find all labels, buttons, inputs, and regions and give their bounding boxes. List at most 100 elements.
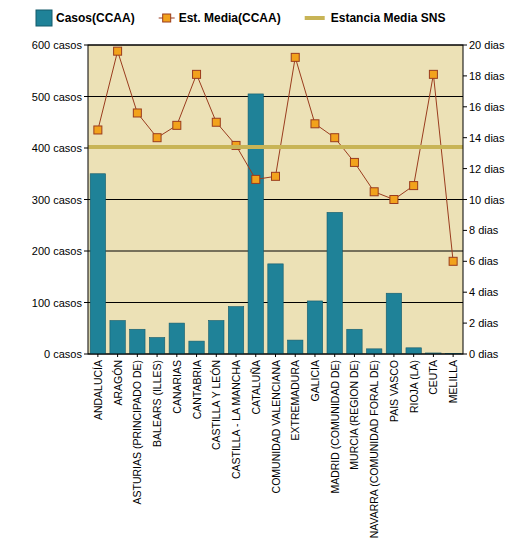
tick xyxy=(84,199,88,200)
tick xyxy=(463,292,467,293)
marker xyxy=(252,175,260,183)
tick xyxy=(463,261,467,262)
grid-line xyxy=(88,251,463,252)
bar xyxy=(189,341,204,354)
marker xyxy=(410,182,418,190)
tick xyxy=(374,354,375,357)
marker xyxy=(350,158,358,166)
y-tick-label: 100 casos xyxy=(32,297,83,309)
marker xyxy=(311,120,319,128)
marker xyxy=(153,134,161,142)
bar xyxy=(169,323,184,354)
marker xyxy=(173,121,181,129)
legend-item: Casos(CCAA) xyxy=(36,10,135,26)
marker xyxy=(331,134,339,142)
legend-swatch xyxy=(305,16,325,20)
marker xyxy=(370,188,378,196)
tick xyxy=(84,96,88,97)
x-tick-label: ARAGÓN xyxy=(112,360,124,406)
bar xyxy=(347,329,362,354)
plot-area xyxy=(88,45,463,354)
tick xyxy=(393,354,394,357)
marker xyxy=(272,172,280,180)
y-tick-label: 500 casos xyxy=(32,91,83,103)
x-tick-label: RIOJA (LA) xyxy=(408,360,420,413)
tick xyxy=(453,354,454,357)
x-tick-label: COMUNIDAD VALENCIANA xyxy=(270,360,282,493)
x-tick-label: NAVARRA (COMUNIDAD FORAL DE) xyxy=(368,360,380,538)
tick xyxy=(236,354,237,357)
bar xyxy=(366,349,381,354)
x-tick-label: ANDALUCÍA xyxy=(92,360,104,420)
y2-tick-label: 6 dias xyxy=(469,255,499,267)
y2-tick-label: 8 dias xyxy=(469,224,499,236)
bar xyxy=(248,94,263,354)
tick xyxy=(196,354,197,357)
x-tick-label: MADRID (COMUNIDAD DE) xyxy=(329,360,341,494)
legend-item: Estancia Media SNS xyxy=(305,11,446,25)
legend-label: Estancia Media SNS xyxy=(331,11,446,25)
x-tick-label: CANTABRIA xyxy=(191,360,203,419)
grid-line xyxy=(88,96,463,97)
tick xyxy=(295,354,296,357)
marker xyxy=(193,70,201,78)
tick xyxy=(137,354,138,357)
y2-tick-label: 0 dias xyxy=(469,348,499,360)
legend-item: Est. Media(CCAA) xyxy=(159,11,281,25)
legend-label: Est. Media(CCAA) xyxy=(179,11,281,25)
bar xyxy=(386,293,401,354)
marker xyxy=(94,126,102,134)
bar xyxy=(90,174,105,354)
bar xyxy=(327,212,342,354)
tick xyxy=(463,137,467,138)
legend-label: Casos(CCAA) xyxy=(56,11,135,25)
marks xyxy=(88,47,463,354)
y2-tick-label: 20 dias xyxy=(469,39,505,51)
marker xyxy=(133,109,141,117)
x-tick-label: CASTILLA Y LEÓN xyxy=(210,360,222,450)
tick xyxy=(463,75,467,76)
tick xyxy=(255,354,256,357)
tick xyxy=(463,230,467,231)
bar xyxy=(209,321,224,354)
y-tick-label: 200 casos xyxy=(32,245,83,257)
tick xyxy=(354,354,355,357)
tick xyxy=(314,354,315,357)
marker xyxy=(390,196,398,204)
tick xyxy=(117,354,118,357)
legend-swatch xyxy=(163,14,171,22)
tick xyxy=(97,354,98,357)
marker xyxy=(429,70,437,78)
tick xyxy=(84,251,88,252)
tick xyxy=(413,354,414,357)
x-tick-label: BALEARS (ILLES) xyxy=(151,360,163,447)
x-tick-label: CASTILLA - LA MANCHA xyxy=(230,360,242,479)
y2-tick-label: 12 dias xyxy=(469,163,505,175)
x-tick-label: GALICIA xyxy=(309,360,321,401)
bar xyxy=(130,329,145,354)
y-tick-label: 0 casos xyxy=(44,348,82,360)
marker xyxy=(114,47,122,55)
tick xyxy=(463,354,467,355)
y2-tick-label: 18 dias xyxy=(469,70,505,82)
y2-tick-label: 14 dias xyxy=(469,132,505,144)
bar xyxy=(149,338,164,354)
grid-line xyxy=(88,199,463,200)
tick xyxy=(463,45,467,46)
tick xyxy=(84,354,88,355)
x-tick-label: EXTREMADURA xyxy=(289,360,301,441)
tick xyxy=(463,168,467,169)
tick xyxy=(176,354,177,357)
y2-tick-label: 10 dias xyxy=(469,194,505,206)
bar xyxy=(406,348,421,354)
legend-swatch xyxy=(36,10,52,26)
marker xyxy=(212,118,220,126)
bar xyxy=(228,307,243,354)
tick xyxy=(463,199,467,200)
bar xyxy=(288,340,303,354)
tick xyxy=(157,354,158,357)
y-tick-label: 400 casos xyxy=(32,142,83,154)
tick xyxy=(216,354,217,357)
x-tick-label: CANARIAS xyxy=(171,360,183,414)
line xyxy=(98,51,453,261)
